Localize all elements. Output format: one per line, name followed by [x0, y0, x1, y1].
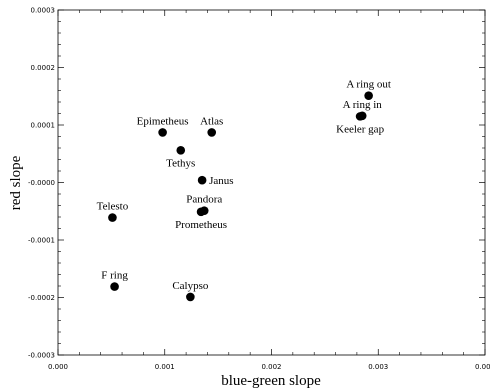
- y-tick-label: 0.0001: [31, 122, 56, 130]
- x-tick-label: 0.001: [155, 363, 175, 371]
- point-label: A ring in: [343, 99, 383, 111]
- data-point: [207, 128, 216, 137]
- data-point: [108, 213, 117, 222]
- x-tick-label: 0.000: [48, 363, 68, 371]
- point-label: Calypso: [172, 280, 209, 292]
- data-point: [110, 282, 119, 291]
- x-tick-label: 0.004: [475, 363, 490, 371]
- y-tick-label: -0.0000: [28, 179, 55, 187]
- point-label: F ring: [101, 270, 128, 282]
- y-axis-title: red slope: [8, 155, 24, 210]
- y-tick-label: -0.0002: [28, 294, 55, 302]
- point-label: Prometheus: [175, 219, 227, 231]
- point-label: Pandora: [186, 194, 222, 206]
- point-label: Atlas: [200, 115, 223, 127]
- y-tick-label: 0.0003: [31, 7, 56, 15]
- point-label: A ring out: [346, 79, 391, 91]
- data-point: [176, 146, 185, 155]
- data-point: [158, 128, 167, 137]
- data-point: [186, 293, 195, 302]
- data-point: [198, 176, 207, 185]
- point-label: Janus: [209, 175, 233, 187]
- point-label: Telesto: [97, 201, 129, 213]
- point-label: Tethys: [166, 157, 195, 169]
- x-tick-label: 0.002: [261, 363, 281, 371]
- point-label: Epimetheus: [137, 115, 189, 127]
- y-tick-label: 0.0002: [31, 64, 56, 72]
- y-tick-label: -0.0001: [28, 237, 55, 245]
- data-points: A ring out A ring in Keeler gap Epimetheus A…: [97, 79, 391, 302]
- data-point: [197, 208, 206, 217]
- data-point: [356, 112, 365, 121]
- x-axis-title: blue-green slope: [221, 373, 321, 389]
- point-label: Keeler gap: [336, 123, 384, 135]
- x-tick-label: 0.003: [368, 363, 388, 371]
- y-tick-label: -0.0003: [28, 352, 55, 360]
- axis-ticks: 0.000 0.001 0.002 0.003 0.004 0.0003 0.0002 0.0…: [28, 7, 490, 372]
- plot-frame: [58, 10, 485, 355]
